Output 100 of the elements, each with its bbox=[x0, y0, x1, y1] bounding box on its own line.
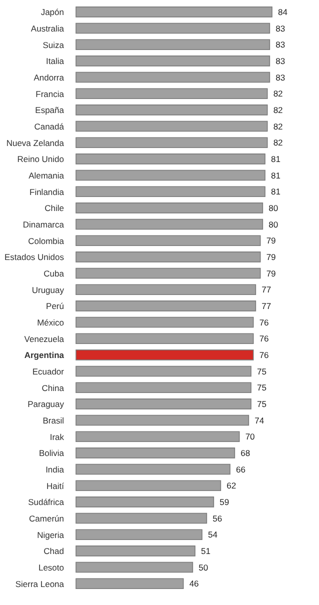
bar bbox=[76, 480, 222, 492]
bar bbox=[76, 39, 270, 50]
y-tick-label: Chile bbox=[44, 203, 64, 214]
y-tick-label: México bbox=[37, 318, 64, 328]
data-label: 80 bbox=[268, 219, 278, 230]
bar bbox=[76, 186, 266, 198]
y-tick-label: Haití bbox=[46, 480, 65, 491]
y-tick-label: India bbox=[46, 464, 64, 474]
bar bbox=[76, 578, 184, 590]
data-label: 50 bbox=[198, 562, 208, 572]
y-tick-label: Canadá bbox=[34, 122, 64, 132]
y-tick-label: Venezuela bbox=[24, 334, 64, 344]
data-label: 74 bbox=[254, 415, 264, 426]
bar bbox=[76, 137, 268, 148]
data-label: 83 bbox=[276, 40, 286, 50]
bar bbox=[76, 56, 270, 66]
data-label: 81 bbox=[271, 170, 281, 180]
y-tick-label: Bolivia bbox=[38, 448, 64, 458]
bar bbox=[76, 562, 194, 573]
y-tick-label: Australia bbox=[30, 24, 64, 34]
data-label: 77 bbox=[262, 284, 272, 295]
bar bbox=[76, 72, 270, 83]
data-label: 82 bbox=[273, 121, 284, 132]
y-tick-label: Japón bbox=[40, 7, 64, 18]
y-tick-label: Nigeria bbox=[37, 530, 64, 540]
data-label: 79 bbox=[266, 252, 276, 262]
bar bbox=[76, 120, 268, 132]
y-tick-label: Italia bbox=[46, 56, 64, 66]
y-tick-label: Sudáfrica bbox=[28, 497, 64, 508]
data-label: 62 bbox=[226, 480, 236, 491]
data-label: 77 bbox=[262, 300, 272, 311]
y-tick-label: Finlandia bbox=[30, 186, 64, 197]
y-tick-label: Irak bbox=[50, 432, 65, 442]
data-label: 82 bbox=[273, 88, 284, 99]
bar bbox=[76, 350, 254, 360]
data-label: 83 bbox=[276, 72, 286, 82]
y-tick-label: Paraguay bbox=[28, 399, 65, 410]
y-tick-label: Uruguay bbox=[32, 284, 65, 295]
data-label: 79 bbox=[266, 236, 276, 246]
bar bbox=[76, 218, 264, 230]
data-label: 70 bbox=[245, 432, 256, 442]
bar bbox=[76, 88, 268, 100]
data-label: 83 bbox=[276, 23, 286, 34]
y-tick-label: Brasil bbox=[42, 416, 64, 426]
y-tick-label: China bbox=[42, 382, 64, 393]
data-label: 75 bbox=[257, 382, 267, 393]
data-label: 79 bbox=[266, 268, 276, 278]
bar bbox=[76, 316, 254, 328]
y-tick-label: Estados Unidos bbox=[4, 252, 64, 262]
data-label: 75 bbox=[257, 366, 267, 376]
bar bbox=[76, 366, 252, 377]
bar bbox=[76, 170, 266, 181]
bar bbox=[76, 333, 254, 344]
bar bbox=[76, 154, 266, 164]
data-label: 54 bbox=[208, 530, 218, 540]
bar bbox=[76, 300, 256, 312]
y-tick-label: Nueva Zelanda bbox=[6, 138, 64, 148]
data-label: 75 bbox=[257, 398, 267, 409]
y-tick-label: Argentina bbox=[24, 350, 64, 360]
bar bbox=[76, 431, 240, 442]
bar bbox=[76, 268, 261, 279]
data-label: 76 bbox=[259, 350, 270, 360]
y-tick-label: Ecuador bbox=[32, 366, 64, 376]
bar bbox=[76, 496, 214, 508]
data-label: 83 bbox=[276, 56, 286, 66]
data-label: 76 bbox=[259, 334, 270, 344]
bar bbox=[76, 414, 250, 426]
y-tick-label: Alemania bbox=[28, 170, 64, 180]
bar bbox=[76, 22, 270, 34]
y-tick-label: Andorra bbox=[34, 72, 64, 82]
y-tick-label: Camerún bbox=[29, 514, 64, 524]
bar bbox=[76, 512, 208, 524]
bar bbox=[76, 448, 236, 458]
data-label: 84 bbox=[278, 6, 288, 17]
data-label: 80 bbox=[268, 202, 278, 213]
bar bbox=[76, 252, 261, 262]
y-tick-label: Dinamarca bbox=[22, 220, 64, 230]
y-tick-label: Suiza bbox=[42, 40, 64, 50]
y-tick-label: Lesoto bbox=[38, 562, 64, 572]
data-label: 66 bbox=[236, 464, 246, 474]
y-tick-label: Francia bbox=[36, 88, 64, 99]
data-label: 59 bbox=[220, 496, 230, 507]
y-tick-label: Sierra Leona bbox=[15, 578, 64, 589]
y-tick-label: Chad bbox=[44, 546, 64, 556]
data-label: 51 bbox=[201, 546, 211, 556]
bar bbox=[76, 104, 268, 116]
y-tick-label: Cuba bbox=[44, 268, 64, 278]
data-label: 56 bbox=[212, 513, 222, 524]
bar bbox=[76, 464, 230, 475]
data-label: 76 bbox=[259, 317, 270, 328]
y-tick-label: Perú bbox=[46, 301, 64, 312]
y-tick-label: Colombia bbox=[28, 236, 64, 246]
bar bbox=[76, 398, 252, 410]
data-label: 82 bbox=[273, 104, 284, 115]
data-label: 82 bbox=[273, 138, 284, 148]
bar bbox=[76, 284, 256, 296]
bar bbox=[76, 235, 261, 246]
bar bbox=[76, 546, 196, 556]
y-tick-label: España bbox=[35, 105, 64, 116]
data-label: 81 bbox=[271, 186, 281, 197]
